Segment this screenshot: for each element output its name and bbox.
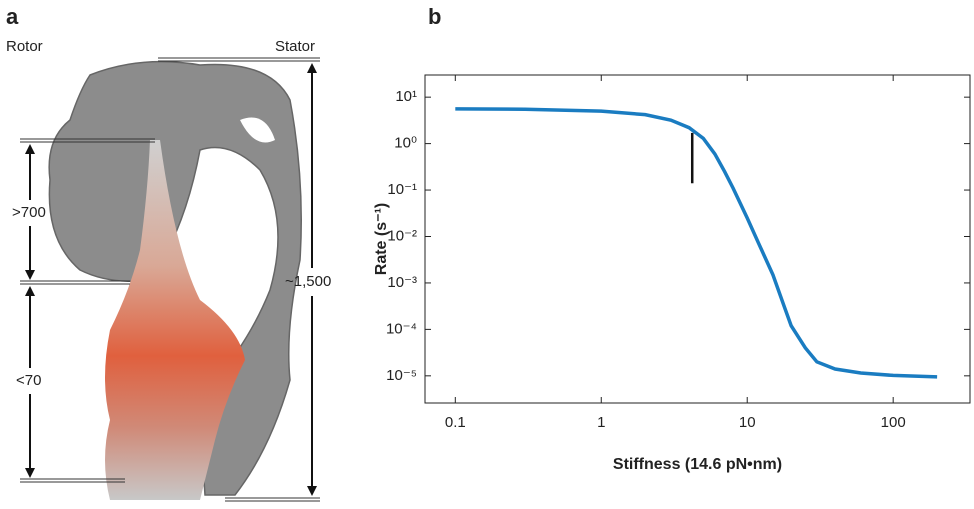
panel-a: a Rotor Stator >700 <70 ~1,500 [6, 4, 331, 502]
rotor-structure [105, 140, 245, 500]
y-tick-label: 10⁻² [387, 227, 417, 244]
upper-size: >700 [12, 204, 46, 221]
stator-structure [48, 60, 302, 496]
x-tick-label: 100 [881, 414, 906, 431]
panel-label: a [6, 4, 19, 29]
stator-hole [240, 117, 275, 143]
total-size: ~1,500 [285, 273, 331, 290]
reference-lines [20, 57, 320, 502]
x-tick-label: 1 [597, 414, 605, 431]
y-tick-label: 10⁻⁴ [386, 320, 417, 337]
panel-b: b 0.1 1 10 100 10¹ 10⁰ 10⁻¹ 10⁻² 10⁻³ 10⁻⁴ 10⁻⁵ Sti… [373, 4, 971, 473]
stator-label: Stator [275, 38, 315, 55]
y-tick-label: 10¹ [395, 88, 417, 105]
plot-frame [424, 74, 971, 404]
y-tick-label: 10⁻⁵ [386, 367, 417, 384]
y-tick-label: 10⁻¹ [387, 181, 417, 198]
y-axis-title: Rate (s⁻¹) [373, 203, 390, 275]
x-tick-label: 0.1 [445, 414, 466, 431]
rate-curve [455, 107, 938, 379]
x-axis-title: Stiffness (14.6 pN•nm) [613, 456, 782, 473]
lower-size: <70 [16, 372, 41, 389]
dimension-arrows [25, 63, 317, 496]
panel-label: b [428, 4, 441, 29]
y-tick-label: 10⁻³ [387, 274, 417, 291]
y-tick-label: 10⁰ [394, 135, 417, 152]
x-tick-label: 10 [739, 414, 756, 431]
rotor-label: Rotor [6, 38, 43, 55]
